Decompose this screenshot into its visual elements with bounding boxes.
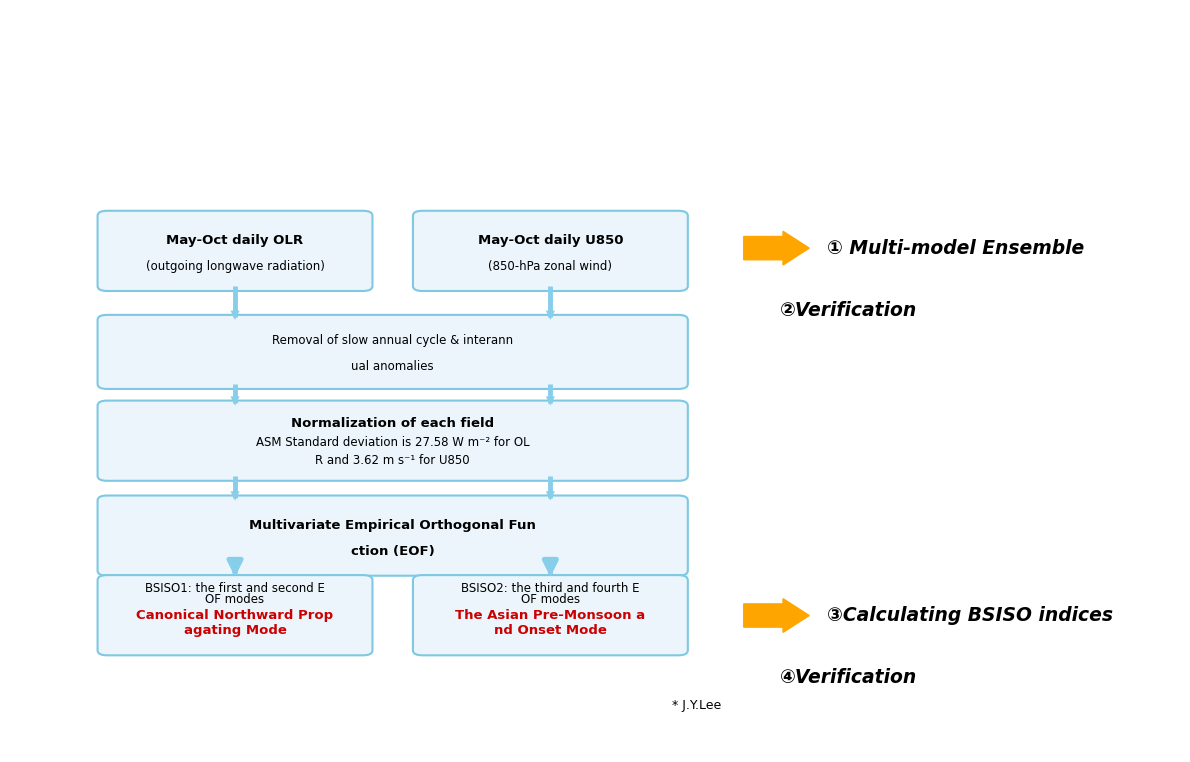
FancyBboxPatch shape	[98, 401, 688, 481]
Text: BSISO2: the third and fourth E: BSISO2: the third and fourth E	[462, 582, 640, 595]
FancyBboxPatch shape	[98, 211, 372, 291]
Text: ②Verification: ②Verification	[779, 301, 916, 320]
Text: May-Oct daily U850: May-Oct daily U850	[477, 234, 624, 247]
FancyBboxPatch shape	[98, 315, 688, 389]
Text: ③Calculating BSISO indices: ③Calculating BSISO indices	[827, 606, 1113, 625]
FancyArrow shape	[744, 599, 809, 632]
FancyBboxPatch shape	[98, 495, 688, 576]
Text: * J.Y.Lee: * J.Y.Lee	[672, 699, 721, 712]
Text: May-Oct daily OLR: May-Oct daily OLR	[167, 234, 303, 247]
Text: BSISO1: the first and second E: BSISO1: the first and second E	[145, 582, 325, 595]
Text: Canonical Northward Prop: Canonical Northward Prop	[137, 609, 333, 622]
Text: ① Multi-model Ensemble: ① Multi-model Ensemble	[827, 239, 1084, 258]
FancyBboxPatch shape	[98, 575, 372, 655]
Text: ction (EOF): ction (EOF)	[351, 545, 434, 558]
Text: ④Verification: ④Verification	[779, 668, 916, 687]
Text: OF modes: OF modes	[521, 594, 580, 607]
Text: ASM Standard deviation is 27.58 W m⁻² for OL: ASM Standard deviation is 27.58 W m⁻² fo…	[256, 436, 530, 449]
Text: R and 3.62 m s⁻¹ for U850: R and 3.62 m s⁻¹ for U850	[315, 454, 470, 467]
Text: nd Onset Mode: nd Onset Mode	[494, 624, 607, 637]
FancyBboxPatch shape	[413, 211, 688, 291]
Text: (850-hPa zonal wind): (850-hPa zonal wind)	[488, 260, 613, 273]
Text: Removal of slow annual cycle & interann: Removal of slow annual cycle & interann	[273, 334, 513, 347]
Text: Multivariate Empirical Orthogonal Fun: Multivariate Empirical Orthogonal Fun	[249, 519, 537, 532]
Text: OF modes: OF modes	[206, 594, 264, 607]
Text: ual anomalies: ual anomalies	[351, 360, 434, 373]
Text: The Asian Pre-Monsoon a: The Asian Pre-Monsoon a	[456, 609, 645, 622]
FancyArrow shape	[744, 232, 809, 265]
FancyBboxPatch shape	[413, 575, 688, 655]
Text: agating Mode: agating Mode	[183, 624, 287, 637]
Text: Normalization of each field: Normalization of each field	[292, 417, 494, 430]
Text: (outgoing longwave radiation): (outgoing longwave radiation)	[145, 260, 325, 273]
